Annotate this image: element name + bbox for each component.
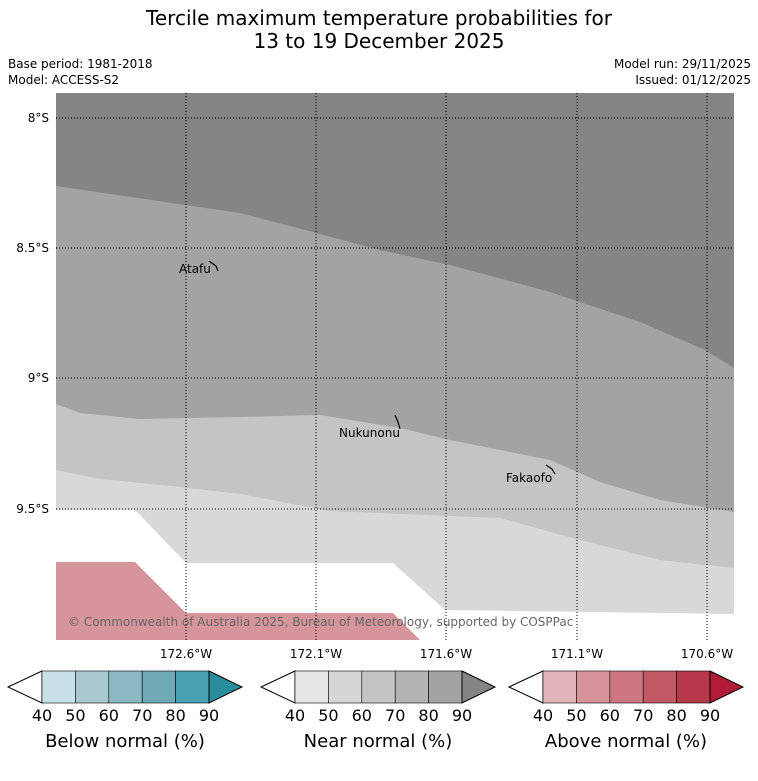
colorbar-title: Above normal (%) (545, 731, 707, 752)
lon-label: 172.6°W (160, 647, 212, 661)
colorbar-tick-label: 70 (132, 706, 152, 725)
place-label-atafu: Atafu (179, 262, 211, 276)
colorbar-swatch (394, 670, 429, 704)
region-no-dominant (56, 510, 734, 640)
model-run: Model run: 29/11/2025 (613, 57, 751, 71)
colorbar-swatch (576, 670, 611, 704)
fakaofo-atoll-shape (545, 464, 556, 475)
lon-label: 171.1°W (551, 647, 603, 661)
colorbar-swatch (428, 670, 463, 704)
nukunonu-atoll-shape (394, 414, 401, 430)
colorbar-tick-label: 90 (700, 706, 720, 725)
colorbar-swatch (259, 670, 296, 704)
colorbar-title: Near normal (%) (304, 731, 453, 752)
colorbar-tick-label: 50 (65, 706, 85, 725)
colorbar-title: Below normal (%) (45, 731, 205, 752)
colorbar-swatch (609, 670, 644, 704)
graticule (56, 93, 734, 640)
colorbar-swatch (642, 670, 677, 704)
model-name: Model: ACCESS-S2 (8, 73, 120, 87)
colorbar-swatch (328, 670, 363, 704)
colorbar-swatch (6, 670, 43, 704)
lat-label: 8.5°S (16, 241, 49, 255)
colorbar-tick-label: 60 (600, 706, 620, 725)
colorbar-swatch (361, 670, 396, 704)
lat-label: 9.5°S (16, 502, 49, 516)
colorbar-tick-label: 40 (533, 706, 553, 725)
colorbar-swatch (141, 670, 176, 704)
colorbar-swatch (507, 670, 544, 704)
colorbar-swatch (208, 670, 244, 704)
atafu-atoll-shape (208, 260, 219, 272)
colorbar-swatch (676, 670, 711, 704)
colorbar-swatch (41, 670, 76, 704)
place-label-nukunonu: Nukunonu (339, 426, 400, 440)
colorbar-tick-label: 80 (418, 706, 438, 725)
colorbar-swatch (294, 670, 329, 704)
colorbar-tick-label: 50 (566, 706, 586, 725)
lon-label: 171.6°W (420, 647, 472, 661)
region-above-normal-50 (56, 562, 420, 640)
colorbar-near: 40 50 60 70 80 90 Near normal (%) (259, 670, 497, 752)
title-line-2: 13 to 19 December 2025 (253, 29, 505, 53)
colorbar-swatch (175, 670, 210, 704)
colorbar-tick-label: 60 (99, 706, 119, 725)
lat-label: 9°S (28, 371, 49, 385)
title-line-1: Tercile maximum temperature probabilitie… (146, 6, 612, 30)
base-period: Base period: 1981-2018 (8, 57, 153, 71)
colorbar-tick-label: 80 (165, 706, 185, 725)
colorbar-swatch (709, 670, 745, 704)
lon-label: 172.1°W (290, 647, 342, 661)
colorbar-tick-label: 40 (32, 706, 52, 725)
colorbar-swatch (75, 670, 110, 704)
atoll-outlines (208, 260, 556, 475)
copyright-notice: © Commonwealth of Australia 2025, Bureau… (68, 615, 573, 629)
colorbar-tick-label: 70 (633, 706, 653, 725)
colorbar-tick-label: 80 (666, 706, 686, 725)
colorbar-tick-label: 50 (318, 706, 338, 725)
issued-date: Issued: 01/12/2025 (635, 73, 751, 87)
colorbar-above: 40 50 60 70 80 90 Above normal (%) (507, 670, 745, 752)
lat-label: 8°S (28, 111, 49, 125)
colorbar-swatch (461, 670, 497, 704)
colorbar-tick-label: 60 (352, 706, 372, 725)
map-area (56, 93, 734, 640)
colorbar-tick-label: 40 (285, 706, 305, 725)
lon-label: 170.6°W (681, 647, 733, 661)
colorbar-swatch (542, 670, 577, 704)
colorbar-tick-label: 90 (452, 706, 472, 725)
place-label-fakaofo: Fakaofo (506, 471, 552, 485)
colorbar-swatch (108, 670, 143, 704)
colorbar-below: 40 50 60 70 80 90 Below normal (%) (6, 670, 244, 752)
colorbar-tick-label: 70 (385, 706, 405, 725)
colorbar-legends: 40 50 60 70 80 90 Below normal (%) 40 50 60 70 80 90… (6, 670, 745, 752)
colorbar-tick-label: 90 (199, 706, 219, 725)
